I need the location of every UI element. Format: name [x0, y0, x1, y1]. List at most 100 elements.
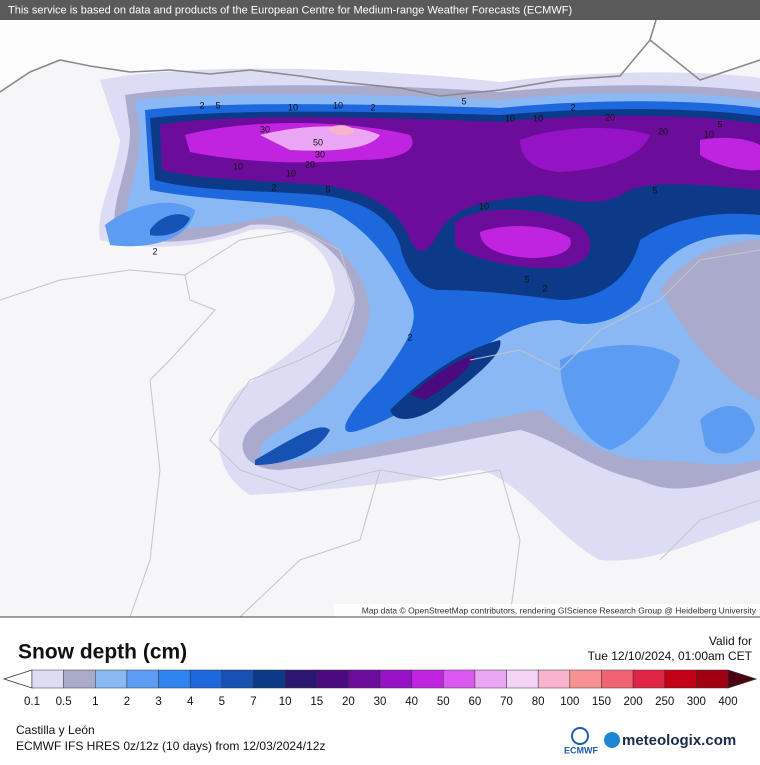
contour-label: 10 — [479, 201, 489, 211]
snow-area — [328, 125, 355, 136]
snow-area — [480, 226, 571, 258]
colorbar-tick-label: 4 — [187, 696, 194, 708]
contour-label: 5 — [717, 119, 722, 129]
colorbar-swatch — [664, 669, 697, 689]
brand-logo-text: meteologix.com — [622, 732, 736, 749]
colorbar-swatch — [443, 669, 476, 689]
colorbar-tick-label: 0.1 — [24, 696, 40, 708]
contour-label: 5 — [461, 96, 466, 106]
snow-area — [255, 427, 330, 465]
snow-area — [520, 128, 650, 172]
contour-label: 2 — [271, 182, 276, 192]
colorbar-swatch — [126, 669, 159, 689]
brand-logo: meteologix.com — [604, 732, 736, 749]
contour-label: 20 — [605, 112, 615, 122]
colorbar-tick-label: 100 — [560, 696, 579, 708]
snow-area — [560, 345, 680, 450]
contour-label: 50 — [313, 137, 323, 147]
colorbar-tick-label: 60 — [469, 696, 482, 708]
colorbar-swatch — [253, 669, 286, 689]
ecmwf-logo-text: ECMWF — [564, 745, 598, 755]
colorbar-tick-label: 50 — [437, 696, 450, 708]
ecmwf-logo-mark — [571, 727, 589, 745]
colorbar-tick-label: 2 — [124, 696, 130, 708]
colorbar-swatch — [696, 669, 729, 689]
contour-label: 10 — [288, 102, 298, 112]
snow-area — [105, 202, 195, 247]
contour-label: 2 — [407, 332, 412, 342]
snow-area — [700, 406, 755, 454]
colorbar-swatch — [474, 669, 507, 689]
contour-label: 10 — [286, 168, 296, 178]
contour-label: 5 — [215, 100, 220, 110]
colorbar-swatch — [95, 669, 128, 689]
colorbar-tick-label: 300 — [687, 696, 706, 708]
contour-label: 2 — [370, 102, 375, 112]
contour-label: 2 — [152, 246, 157, 256]
colorbar-swatch — [632, 669, 665, 689]
brand-logo-mark — [604, 732, 620, 748]
colorbar-tick-label: 15 — [310, 696, 323, 708]
valid-label: Valid for — [709, 634, 752, 648]
model-info: ECMWF IFS HRES 0z/12z (10 days) from 12/… — [16, 739, 325, 753]
colorbar-tick-label: 7 — [250, 696, 256, 708]
colorbar-tick-label: 70 — [500, 696, 513, 708]
contour-label: 10 — [533, 113, 543, 123]
attribution-bg — [334, 604, 760, 617]
snow-area — [700, 137, 760, 171]
contour-label: 10 — [704, 129, 714, 139]
colorbar-swatch — [63, 669, 96, 689]
contour-label: 2 — [199, 100, 204, 110]
colorbar-tick-label: 10 — [279, 696, 292, 708]
contour-label: 2 — [570, 102, 575, 112]
banner: This service is based on data and produc… — [8, 4, 572, 16]
colorbar-swatch — [537, 669, 571, 689]
contour-label: 20 — [305, 159, 315, 169]
colorbar-tick-label: 250 — [655, 696, 674, 708]
colorbar-tick-label: 150 — [592, 696, 611, 708]
colorbar: 0.1 0.5 1 2 3 4 5 7 10 15 20 30 40 50 60 70 80 100 150 200 2… — [2, 669, 758, 708]
colorbar-swatch — [189, 669, 223, 689]
colorbar-swatch — [379, 669, 412, 689]
banner-bar — [0, 0, 760, 20]
contour-label: 20 — [658, 126, 668, 136]
valid-time: Tue 12/10/2024, 01:00am CET — [588, 649, 753, 663]
colorbar-tick-label: 5 — [219, 696, 225, 708]
colorbar-swatch — [284, 669, 317, 689]
region-borders — [0, 229, 760, 618]
coastline — [0, 0, 760, 97]
colorbar-swatch — [601, 669, 634, 689]
colorbar-swatch — [569, 669, 602, 689]
contour-label: 2 — [542, 283, 547, 293]
ecmwf-logo: ECMWF — [564, 727, 598, 755]
colorbar-swatch — [31, 669, 64, 689]
colorbar-swatch — [348, 669, 381, 689]
contour-label: 10 — [233, 161, 243, 171]
snow-area — [410, 355, 475, 400]
contour-label: 10 — [505, 113, 515, 123]
colorbar-tick-label: 3 — [155, 696, 161, 708]
colorbar-tick-label: 1 — [92, 696, 98, 708]
colorbar-tick-label: 0.5 — [56, 696, 72, 708]
colorbar-tick-label: 400 — [718, 696, 737, 708]
colorbar-swatch — [506, 669, 539, 689]
contour-label: 10 — [333, 100, 343, 110]
colorbar-swatch — [411, 669, 444, 689]
colorbar-swatch — [158, 669, 191, 689]
contour-label: 5 — [652, 185, 657, 195]
colorbar-tick-label: 40 — [405, 696, 418, 708]
colorbar-swatch — [221, 669, 254, 689]
legend-title: Snow depth (cm) — [18, 641, 187, 664]
snow-area — [150, 214, 190, 236]
contour-label: 30 — [315, 149, 325, 159]
contour-label: 5 — [524, 274, 529, 284]
colorbar-tick-label: 200 — [623, 696, 642, 708]
contour-label: 5 — [325, 184, 330, 194]
colorbar-tick-label: 30 — [374, 696, 387, 708]
region: Castilla y León — [16, 723, 95, 737]
contour-label: 30 — [260, 124, 270, 134]
attribution: Map data © OpenStreetMap contributors, r… — [362, 605, 757, 615]
